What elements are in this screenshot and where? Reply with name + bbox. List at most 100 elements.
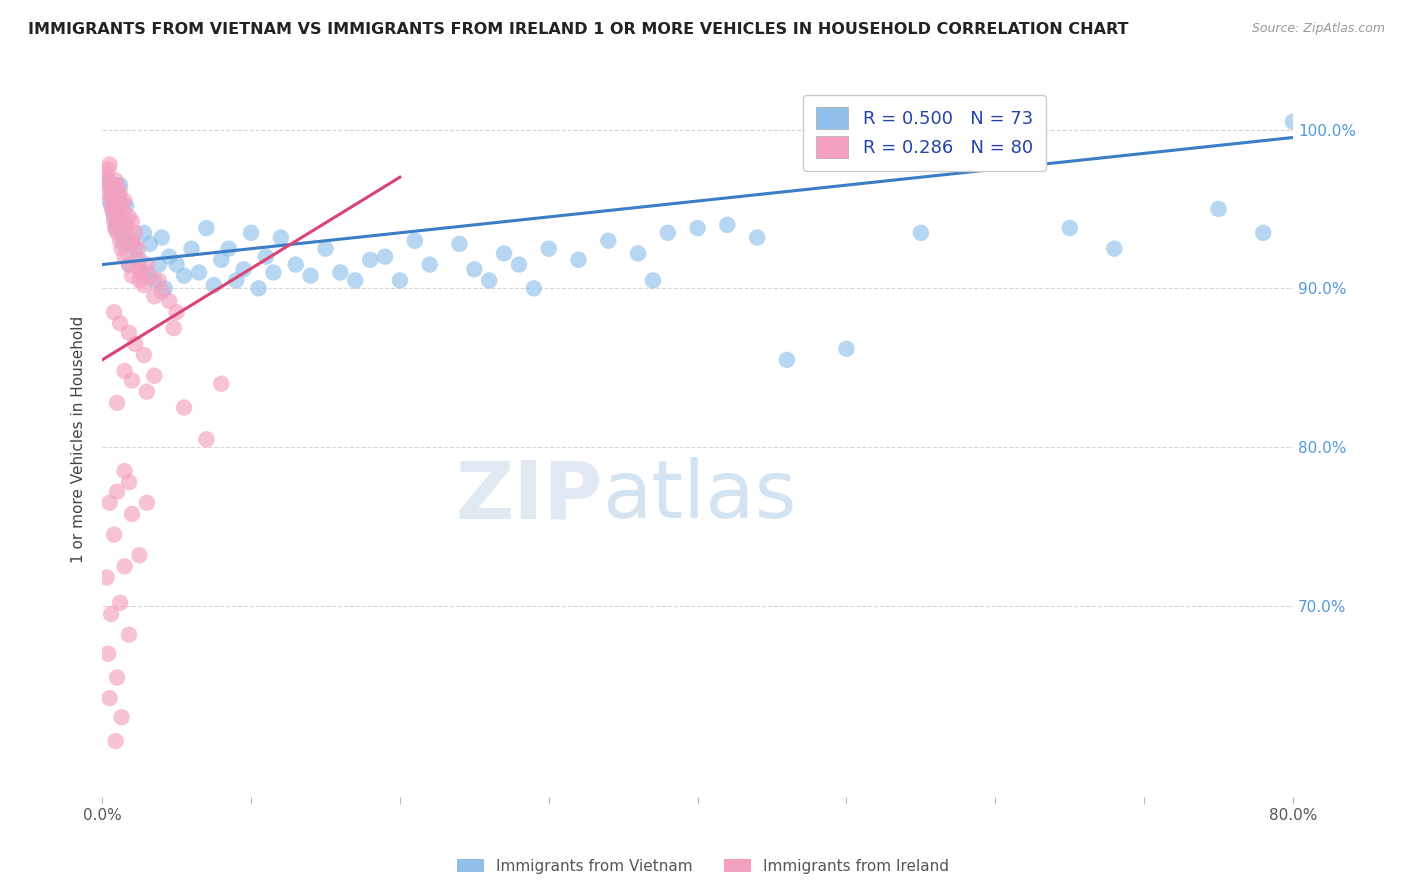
Point	[105, 671, 128, 685]
Point	[284, 258, 307, 272]
Point	[108, 596, 131, 610]
Point	[118, 258, 141, 272]
Point	[419, 258, 441, 272]
Point	[910, 226, 932, 240]
Point	[404, 234, 426, 248]
Point	[218, 242, 240, 256]
Point	[188, 266, 211, 280]
Point	[129, 266, 152, 280]
Point	[209, 252, 232, 267]
Point	[314, 242, 336, 256]
Point	[139, 236, 162, 251]
Point	[247, 281, 270, 295]
Point	[598, 234, 620, 248]
Point	[195, 221, 218, 235]
Point	[173, 268, 195, 283]
Point	[202, 278, 225, 293]
Point	[143, 289, 166, 303]
Point	[98, 157, 121, 171]
Point	[132, 348, 155, 362]
Point	[96, 570, 118, 584]
Point	[101, 183, 124, 197]
Point	[104, 173, 127, 187]
Point	[132, 226, 155, 240]
Point	[104, 734, 127, 748]
Point	[103, 527, 125, 541]
Point	[105, 202, 128, 216]
Point	[114, 250, 136, 264]
Point	[686, 221, 709, 235]
Point	[114, 364, 136, 378]
Point	[112, 236, 135, 251]
Point	[103, 210, 125, 224]
Point	[132, 278, 155, 293]
Point	[110, 242, 132, 256]
Point	[105, 396, 128, 410]
Point	[121, 507, 143, 521]
Point	[105, 215, 128, 229]
Point	[118, 475, 141, 490]
Point	[449, 236, 471, 251]
Point	[118, 326, 141, 340]
Point	[101, 205, 124, 219]
Point	[270, 230, 292, 244]
Point	[157, 250, 180, 264]
Point	[107, 189, 129, 203]
Point	[112, 205, 135, 219]
Point	[254, 250, 277, 264]
Point	[122, 236, 145, 251]
Point	[115, 199, 138, 213]
Point	[128, 262, 150, 277]
Point	[97, 162, 120, 177]
Point	[1251, 226, 1274, 240]
Point	[135, 258, 157, 272]
Point	[388, 273, 411, 287]
Point	[98, 194, 121, 208]
Point	[627, 246, 650, 260]
Point	[508, 258, 530, 272]
Point	[225, 273, 247, 287]
Point	[163, 321, 186, 335]
Point	[747, 230, 769, 244]
Point	[110, 710, 132, 724]
Point	[110, 226, 132, 240]
Point	[114, 194, 136, 208]
Point	[100, 189, 122, 203]
Text: Source: ZipAtlas.com: Source: ZipAtlas.com	[1251, 22, 1385, 36]
Point	[166, 258, 188, 272]
Point	[108, 178, 131, 193]
Point	[657, 226, 679, 240]
Point	[124, 242, 146, 256]
Point	[120, 234, 142, 248]
Point	[173, 401, 195, 415]
Point	[209, 376, 232, 391]
Point	[139, 268, 162, 283]
Point	[128, 252, 150, 267]
Point	[523, 281, 546, 295]
Point	[97, 647, 120, 661]
Point	[121, 268, 143, 283]
Point	[835, 342, 858, 356]
Point	[135, 266, 157, 280]
Point	[1059, 221, 1081, 235]
Point	[128, 548, 150, 562]
Point	[121, 234, 143, 248]
Point	[195, 432, 218, 446]
Point	[108, 234, 131, 248]
Point	[98, 178, 121, 193]
Point	[180, 242, 202, 256]
Point	[97, 173, 120, 187]
Point	[103, 215, 125, 229]
Point	[143, 368, 166, 383]
Point	[98, 691, 121, 706]
Point	[115, 218, 138, 232]
Point	[121, 374, 143, 388]
Point	[135, 384, 157, 399]
Text: ZIP: ZIP	[456, 458, 602, 535]
Point	[153, 281, 176, 295]
Point	[110, 199, 132, 213]
Point	[1104, 242, 1126, 256]
Point	[150, 285, 173, 299]
Point	[108, 316, 131, 330]
Point	[567, 252, 589, 267]
